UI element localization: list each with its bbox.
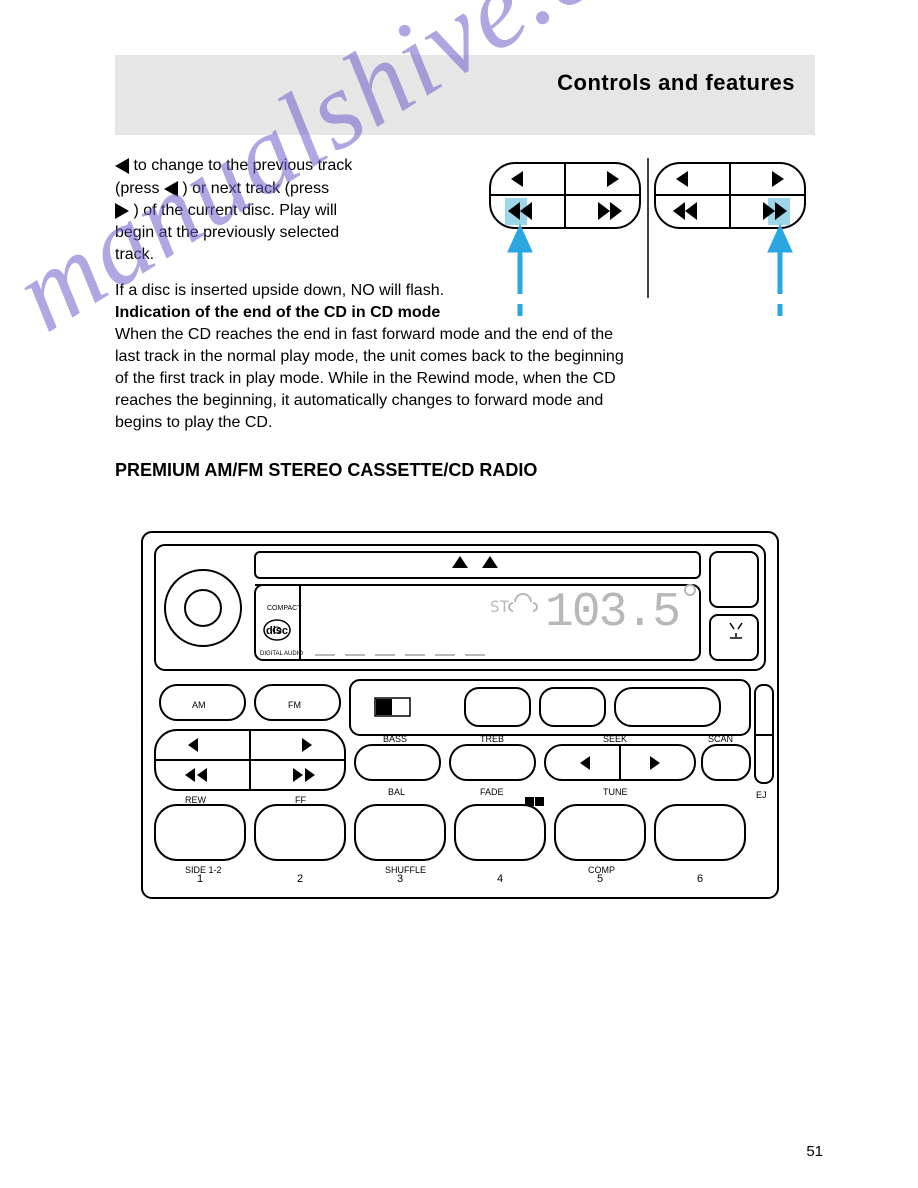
am-label: AM <box>192 700 206 710</box>
body-text: When the CD reaches the end in fast forw… <box>115 324 815 346</box>
preset-6: 6 <box>697 873 703 885</box>
body-line: to change to the previous track <box>115 155 445 177</box>
shuffle-label: SHUFFLE <box>385 865 426 875</box>
bass-label: BASS <box>383 734 407 744</box>
preset-3: 3 <box>397 873 403 885</box>
body-text: begin at the previously selected <box>115 222 445 244</box>
scan-label: SCAN <box>708 734 733 744</box>
body-text: of the first track in play mode. While i… <box>115 368 815 390</box>
section-heading: PREMIUM AM/FM STEREO CASSETTE/CD RADIO <box>115 460 537 481</box>
radio-diagram: COMPACT DIGITAL AUDIO disc ST 103.5 <box>140 530 780 900</box>
fm-label: FM <box>288 700 301 710</box>
preset-5: 5 <box>597 873 603 885</box>
bal-label: BAL <box>388 787 405 797</box>
body-text: ) or next track (press <box>182 180 329 197</box>
control-pad-diagram <box>480 158 815 323</box>
side12-label: SIDE 1-2 <box>185 865 222 875</box>
body-text: ) of the current disc. Play will <box>133 202 337 219</box>
body-line: (press ) or next track (press <box>115 178 445 200</box>
body-text: to change to the previous track <box>133 157 352 174</box>
cd-da-label: DIGITAL AUDIO <box>260 651 303 657</box>
header-band: Controls and features <box>115 55 815 135</box>
page-number: 51 <box>806 1143 823 1160</box>
fade-label: FADE <box>480 787 504 797</box>
body-text: last track in the normal play mode, the … <box>115 346 815 368</box>
body-text: (press <box>115 180 164 197</box>
body-line: ) of the current disc. Play will <box>115 200 445 222</box>
preset-2: 2 <box>297 873 303 885</box>
svg-text:disc: disc <box>266 625 288 637</box>
body-text: reaches the beginning, it automatically … <box>115 390 815 412</box>
page-title: Controls and features <box>557 70 795 96</box>
seek-label: SEEK <box>603 734 627 744</box>
ej-label: EJ <box>756 790 767 800</box>
triangle-left-icon <box>164 181 178 197</box>
triangle-right-icon <box>115 203 129 219</box>
frequency-display: 103.5 <box>545 586 679 640</box>
body-text: track. <box>115 244 445 266</box>
preset-4: 4 <box>497 873 503 885</box>
rew-label: REW <box>185 795 207 805</box>
st-indicator: ST <box>490 597 510 616</box>
preset-1: 1 <box>197 873 203 885</box>
treb-label: TREB <box>480 734 504 744</box>
body-text: begins to play the CD. <box>115 412 815 434</box>
cd-compact-label: COMPACT <box>267 605 302 612</box>
tune-label: TUNE <box>603 787 628 797</box>
ff-label: FF <box>295 795 306 805</box>
triangle-left-icon <box>115 158 129 174</box>
